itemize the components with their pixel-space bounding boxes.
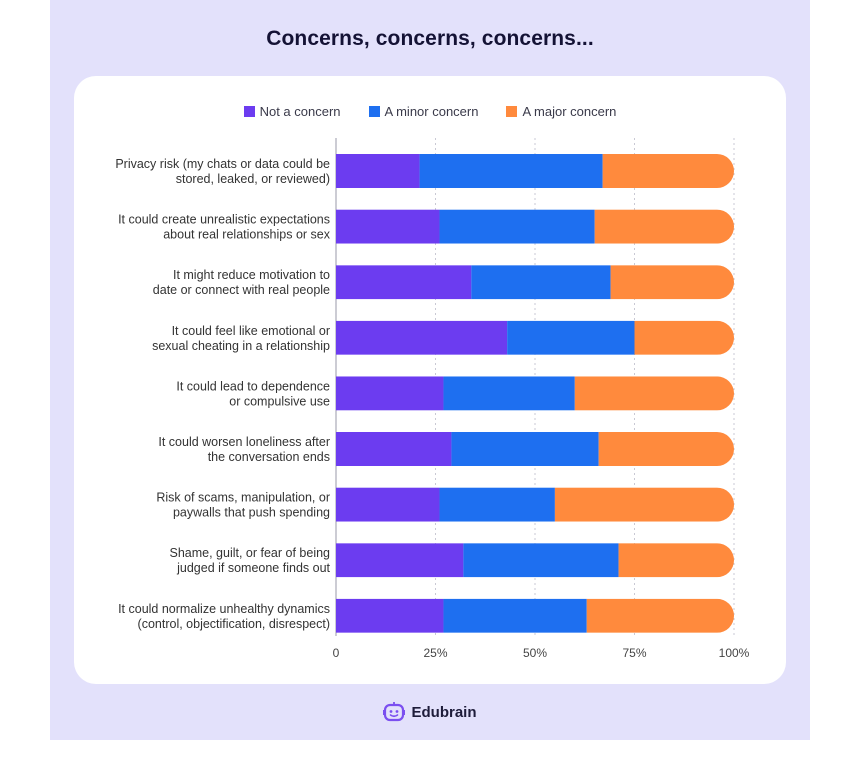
bar-segment-a-minor-concern	[463, 543, 619, 578]
bar-segment-not-a-concern	[336, 376, 444, 411]
bar-segment-not-a-concern	[336, 265, 472, 300]
bar-segment-a-major-concern	[554, 487, 734, 522]
legend-swatch-minor-concern	[368, 106, 380, 117]
category-label: It could lead to dependence or compulsive…	[176, 379, 330, 408]
legend-swatch-major-concern	[506, 106, 518, 117]
bar-segment-a-major-concern	[586, 598, 734, 633]
x-tick-label: 0	[333, 646, 340, 660]
bar-segment-not-a-concern	[336, 320, 508, 355]
brand-name: Edubrain	[411, 703, 477, 721]
bar-group	[336, 598, 734, 633]
bar-segment-not-a-concern	[336, 598, 444, 633]
bar-group	[336, 376, 734, 411]
legend: Not a concern A minor concern A major co…	[74, 104, 786, 119]
background-panel: Concerns, concerns, concerns... Not a co…	[50, 0, 810, 740]
bar-segment-a-minor-concern	[451, 432, 599, 466]
bar-segment-a-minor-concern	[439, 487, 555, 522]
bar-segment-a-major-concern	[594, 209, 734, 244]
category-label: It could create unrealistic expectations…	[118, 213, 331, 242]
chart-card: Not a concern A minor concern A major co…	[74, 76, 786, 684]
bar-segment-not-a-concern	[336, 543, 464, 578]
bar-segment-not-a-concern	[336, 209, 440, 244]
bar-segment-a-minor-concern	[443, 598, 587, 633]
category-label: Shame, guilt, or fear of being judged if …	[169, 546, 330, 575]
bar-segment-a-major-concern	[598, 432, 734, 466]
legend-label-not-a-concern: Not a concern	[259, 104, 341, 119]
chart-title: Concerns, concerns, concerns...	[266, 27, 594, 50]
bar-group	[336, 154, 734, 188]
legend-item-not-a-concern: Not a concern	[243, 104, 341, 119]
bar-segment-a-major-concern	[610, 265, 734, 300]
x-tick-label: 75%	[622, 646, 646, 660]
legend-item-minor-concern: A minor concern	[368, 104, 479, 119]
robot-face-icon	[383, 702, 406, 722]
x-tick-label: 25%	[423, 646, 447, 660]
bar-segment-not-a-concern	[336, 487, 440, 522]
bar-segment-a-minor-concern	[443, 376, 575, 411]
bar-group	[336, 209, 734, 244]
stacked-bar-chart: 0 25% 50% 75% 100% Privacy risk (my chats or …	[115, 138, 750, 660]
bar-group	[336, 320, 734, 355]
bar-group	[336, 432, 734, 466]
bar-group	[336, 543, 734, 578]
bar-segment-a-minor-concern	[471, 265, 611, 300]
bar-segment-not-a-concern	[336, 432, 452, 466]
legend-label-major-concern: A major concern	[522, 104, 617, 119]
category-label: It could worsen loneliness after the conv…	[158, 435, 330, 464]
category-label: Privacy risk (my chats or data could be s…	[115, 157, 330, 186]
bar-segment-not-a-concern	[336, 154, 420, 188]
legend-label-minor-concern: A minor concern	[384, 104, 479, 119]
bar-segment-a-major-concern	[602, 154, 734, 188]
category-label: Risk of scams, manipulation, or paywalls …	[156, 491, 330, 520]
category-label: It might reduce motivation to date or con…	[153, 268, 330, 297]
bar-segment-a-major-concern	[618, 543, 734, 578]
x-tick-label: 100%	[719, 646, 750, 660]
bar-segment-a-minor-concern	[507, 320, 635, 355]
bar-segment-a-major-concern	[634, 320, 734, 355]
brand: Edubrain	[50, 702, 810, 722]
category-label: It could feel like emotional or sexual ch…	[152, 324, 330, 353]
x-tick-label: 50%	[523, 646, 547, 660]
bar-group	[336, 265, 734, 300]
bar-group	[336, 487, 734, 522]
bar-segment-a-major-concern	[574, 376, 734, 411]
legend-item-major-concern: A major concern	[506, 104, 616, 119]
bar-segment-a-minor-concern	[439, 209, 595, 244]
legend-swatch-not-a-concern	[243, 106, 255, 117]
bar-segment-a-minor-concern	[419, 154, 603, 188]
category-label: It could normalize unhealthy dynamics (co…	[118, 602, 330, 631]
